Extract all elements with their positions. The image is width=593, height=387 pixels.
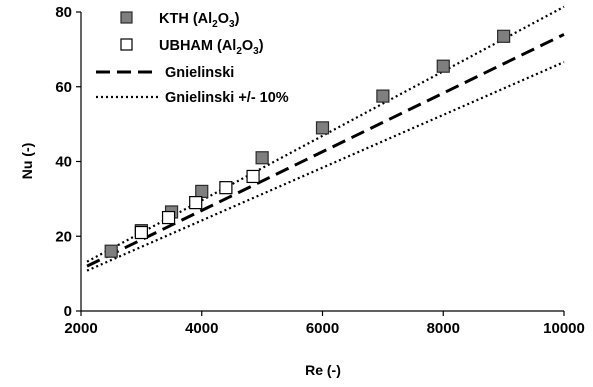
legend-item-ubham: UBHAM (Al2O3)	[120, 38, 264, 57]
x-tick-label: 2000	[64, 320, 97, 337]
kth-point	[436, 59, 450, 73]
legend-item-gnielinski: Gnielinski	[96, 65, 234, 81]
y-tick-label: 20	[55, 228, 72, 245]
legend-label-kth: KTH (Al2O3)	[159, 11, 240, 30]
gnielinski-lower-band-line	[86, 61, 565, 272]
x-tick-label: 4000	[185, 320, 218, 337]
legend-item-gnielinski-band: Gnielinski +/- 10%	[96, 90, 289, 106]
gnielinski-line	[86, 33, 565, 268]
y-axis-title: Nu (-)	[19, 143, 35, 180]
legend: KTH (Al2O3) UBHAM (Al2O3) Gnielinski Gni…	[96, 11, 289, 106]
legend-label-gnielinski: Gnielinski	[165, 65, 234, 81]
legend-marker-kth	[120, 11, 133, 24]
ubham-point	[134, 225, 148, 240]
kth-point	[104, 244, 118, 258]
kth-point	[195, 184, 209, 198]
legend-item-kth: KTH (Al2O3)	[120, 11, 240, 30]
ubham-point	[246, 169, 260, 184]
legend-label-gnielinski-band: Gnielinski +/- 10%	[165, 90, 289, 106]
axes	[80, 12, 564, 312]
x-tick-label: 6000	[306, 320, 339, 337]
y-tick-label: 40	[55, 154, 72, 171]
y-tick-label: 0	[64, 303, 72, 320]
legend-marker-ubham	[120, 38, 133, 51]
ubham-point	[189, 196, 203, 210]
ubham-point	[161, 210, 176, 225]
x-tick-label: 8000	[427, 320, 460, 337]
y-tick-label: 80	[55, 4, 72, 21]
x-ticks: 2000 4000 6000 8000 10000	[64, 311, 585, 337]
legend-label-ubham: UBHAM (Al2O3)	[159, 38, 264, 57]
x-axis-title: Re (-)	[305, 362, 341, 378]
data-markers	[104, 29, 511, 258]
kth-point	[497, 29, 511, 43]
kth-point	[315, 121, 330, 135]
kth-point	[255, 151, 269, 165]
ubham-point	[219, 181, 233, 195]
y-ticks: 0 20 40 60 80	[55, 4, 81, 320]
x-tick-label: 10000	[543, 320, 585, 337]
y-tick-label: 60	[55, 79, 72, 96]
kth-point	[376, 89, 390, 103]
